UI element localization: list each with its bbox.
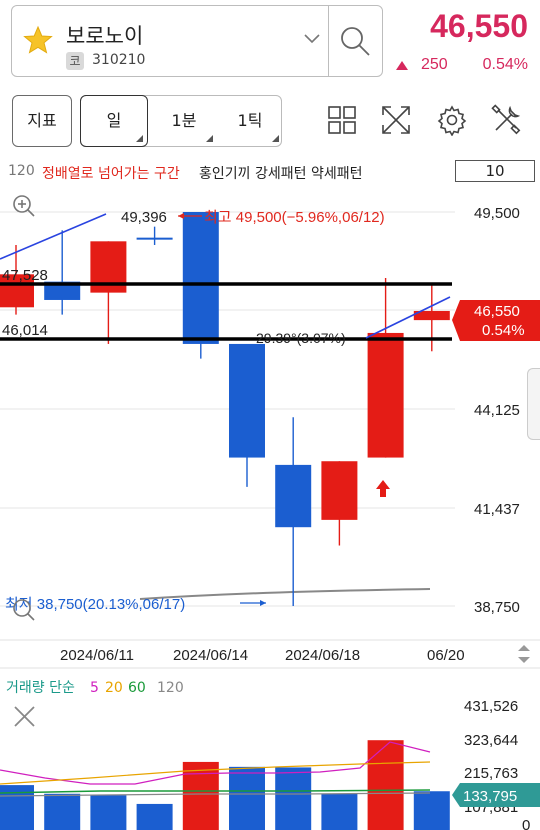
- current-price-tag-pct: 0.54%: [482, 322, 525, 339]
- up-arrow-icon: [396, 61, 408, 70]
- chevron-down-icon[interactable]: [302, 31, 322, 47]
- period-1min-label: 1분: [171, 111, 197, 130]
- candle-body[interactable]: [136, 237, 173, 240]
- volume-current-tag-value: 133,795: [463, 788, 517, 805]
- pattern-trend-text[interactable]: 정배열로 넘어가는 구간: [42, 166, 180, 182]
- pattern-names-text[interactable]: 홍인기끼 강세패턴 약세패턴: [199, 166, 363, 182]
- level-49396-label: 49,396: [121, 209, 167, 226]
- scroll-updown-icon[interactable]: [514, 642, 534, 666]
- volume-axis-label: 0: [522, 817, 530, 830]
- angle-label: 29.39°(3.07%): [256, 330, 346, 346]
- volume-ma60-label: 60: [128, 680, 146, 696]
- candle-body[interactable]: [44, 281, 81, 300]
- candle-body[interactable]: [182, 212, 219, 344]
- candle-body[interactable]: [229, 343, 265, 458]
- candle-body[interactable]: [321, 461, 358, 520]
- volume-ma120-line: [0, 792, 431, 797]
- close-icon[interactable]: [14, 706, 35, 727]
- volume-bar[interactable]: [136, 803, 173, 830]
- volume-bar[interactable]: [44, 793, 81, 830]
- low-price-label: 최저 38,750(20.13%,06/17): [5, 596, 185, 613]
- low-arrow-head: [260, 600, 266, 606]
- date-axis-label: 2024/06/14: [173, 647, 248, 664]
- tools-icon[interactable]: [490, 104, 522, 136]
- volume-axis-label: 215,763: [464, 765, 518, 782]
- market-badge: 코: [66, 52, 84, 70]
- volume-title: 거래량 단순: [6, 680, 75, 696]
- buy-signal-icon: [376, 480, 390, 497]
- fullscreen-icon[interactable]: [380, 104, 412, 136]
- volume-bar[interactable]: [182, 761, 219, 830]
- volume-ma20-line: [0, 761, 431, 785]
- candle-body[interactable]: [275, 464, 312, 528]
- price-axis-label: 38,750: [474, 599, 520, 616]
- settings-icon[interactable]: [436, 104, 468, 136]
- trendline-right[interactable]: [365, 296, 451, 339]
- volume-bar[interactable]: [321, 793, 358, 830]
- stock-header: 보로노이 코 310210 46,550 250 0.54%: [0, 0, 540, 88]
- zoom-in-icon[interactable]: [13, 195, 35, 217]
- side-panel-handle[interactable]: [527, 368, 540, 440]
- volume-bar[interactable]: [229, 766, 265, 830]
- candles-group: [0, 212, 450, 606]
- price-change-pct: 0.54%: [482, 56, 528, 73]
- candle-body[interactable]: [367, 332, 404, 458]
- favorite-star-icon[interactable]: [23, 25, 53, 55]
- volume-bar[interactable]: [90, 795, 127, 830]
- zoom-out-icon[interactable]: [13, 599, 35, 621]
- current-price: 46,550: [430, 8, 528, 44]
- layout-grid-icon[interactable]: [326, 104, 358, 136]
- stock-search-box[interactable]: 보로노이 코 310210: [11, 5, 383, 77]
- dropdown-corner-icon: [272, 135, 279, 142]
- period-day-label: 일: [106, 111, 122, 130]
- price-change: 250: [421, 56, 448, 73]
- period-1tick-label: 1틱: [237, 111, 263, 130]
- period-day-button[interactable]: 일: [80, 95, 148, 147]
- volume-bars-group: [0, 740, 450, 830]
- date-axis-label: 2024/06/11: [60, 647, 134, 664]
- chart-toolbar: 지표 일 1분 1틱: [0, 92, 540, 152]
- indicator-button[interactable]: 지표: [12, 95, 72, 147]
- volume-bar[interactable]: [413, 791, 450, 830]
- period-1tick-button[interactable]: 1틱: [217, 96, 283, 146]
- level-47528-label: 47,528: [2, 267, 48, 284]
- stock-code: 310210: [92, 52, 146, 68]
- dropdown-corner-icon: [136, 135, 143, 142]
- trendline-left[interactable]: [0, 213, 107, 260]
- price-axis-label: 49,500: [474, 205, 520, 222]
- volume-current-tag: 133,795: [452, 783, 540, 807]
- volume-ma5-label: 5: [90, 680, 99, 696]
- volume-ma60-line: [0, 789, 431, 794]
- period-1min-button[interactable]: 1분: [151, 96, 217, 146]
- volume-ma20-label: 20: [105, 680, 123, 696]
- pattern-period: 120: [8, 163, 35, 179]
- level-46014-label: 46,014: [2, 322, 48, 339]
- high-arrow-head: [178, 213, 184, 219]
- current-price-tag: 46,550 0.54%: [452, 300, 540, 341]
- date-axis-label: 2024/06/18: [285, 647, 360, 664]
- price-axis-label: 44,125: [474, 402, 520, 419]
- volume-ma5-line: [0, 741, 431, 785]
- price-axis-label: 41,437: [474, 501, 520, 518]
- search-divider: [328, 6, 329, 76]
- volume-axis-label: 431,526: [464, 698, 518, 715]
- dropdown-corner-icon: [206, 135, 213, 142]
- date-axis-label: 06/20: [427, 647, 465, 664]
- stock-name: 보로노이: [66, 24, 144, 48]
- search-icon[interactable]: [338, 24, 372, 58]
- high-price-label: 최고 49,500(−5.96%,06/12): [204, 209, 385, 226]
- volume-bar[interactable]: [367, 740, 404, 830]
- pattern-info-bar: 120 정배열로 넘어가는 구간 홍인기끼 강세패턴 약세패턴 10: [0, 160, 540, 184]
- ma120-line: [139, 588, 431, 600]
- current-price-tag-value: 46,550: [474, 303, 520, 320]
- bar-count-input[interactable]: 10: [455, 160, 535, 182]
- candle-body[interactable]: [0, 274, 34, 308]
- candle-body[interactable]: [413, 310, 450, 321]
- volume-ma120-label: 120: [157, 680, 184, 696]
- period-selector: 일 1분 1틱: [80, 95, 282, 147]
- volume-axis-label: 323,644: [464, 732, 518, 749]
- volume-bar[interactable]: [275, 767, 312, 830]
